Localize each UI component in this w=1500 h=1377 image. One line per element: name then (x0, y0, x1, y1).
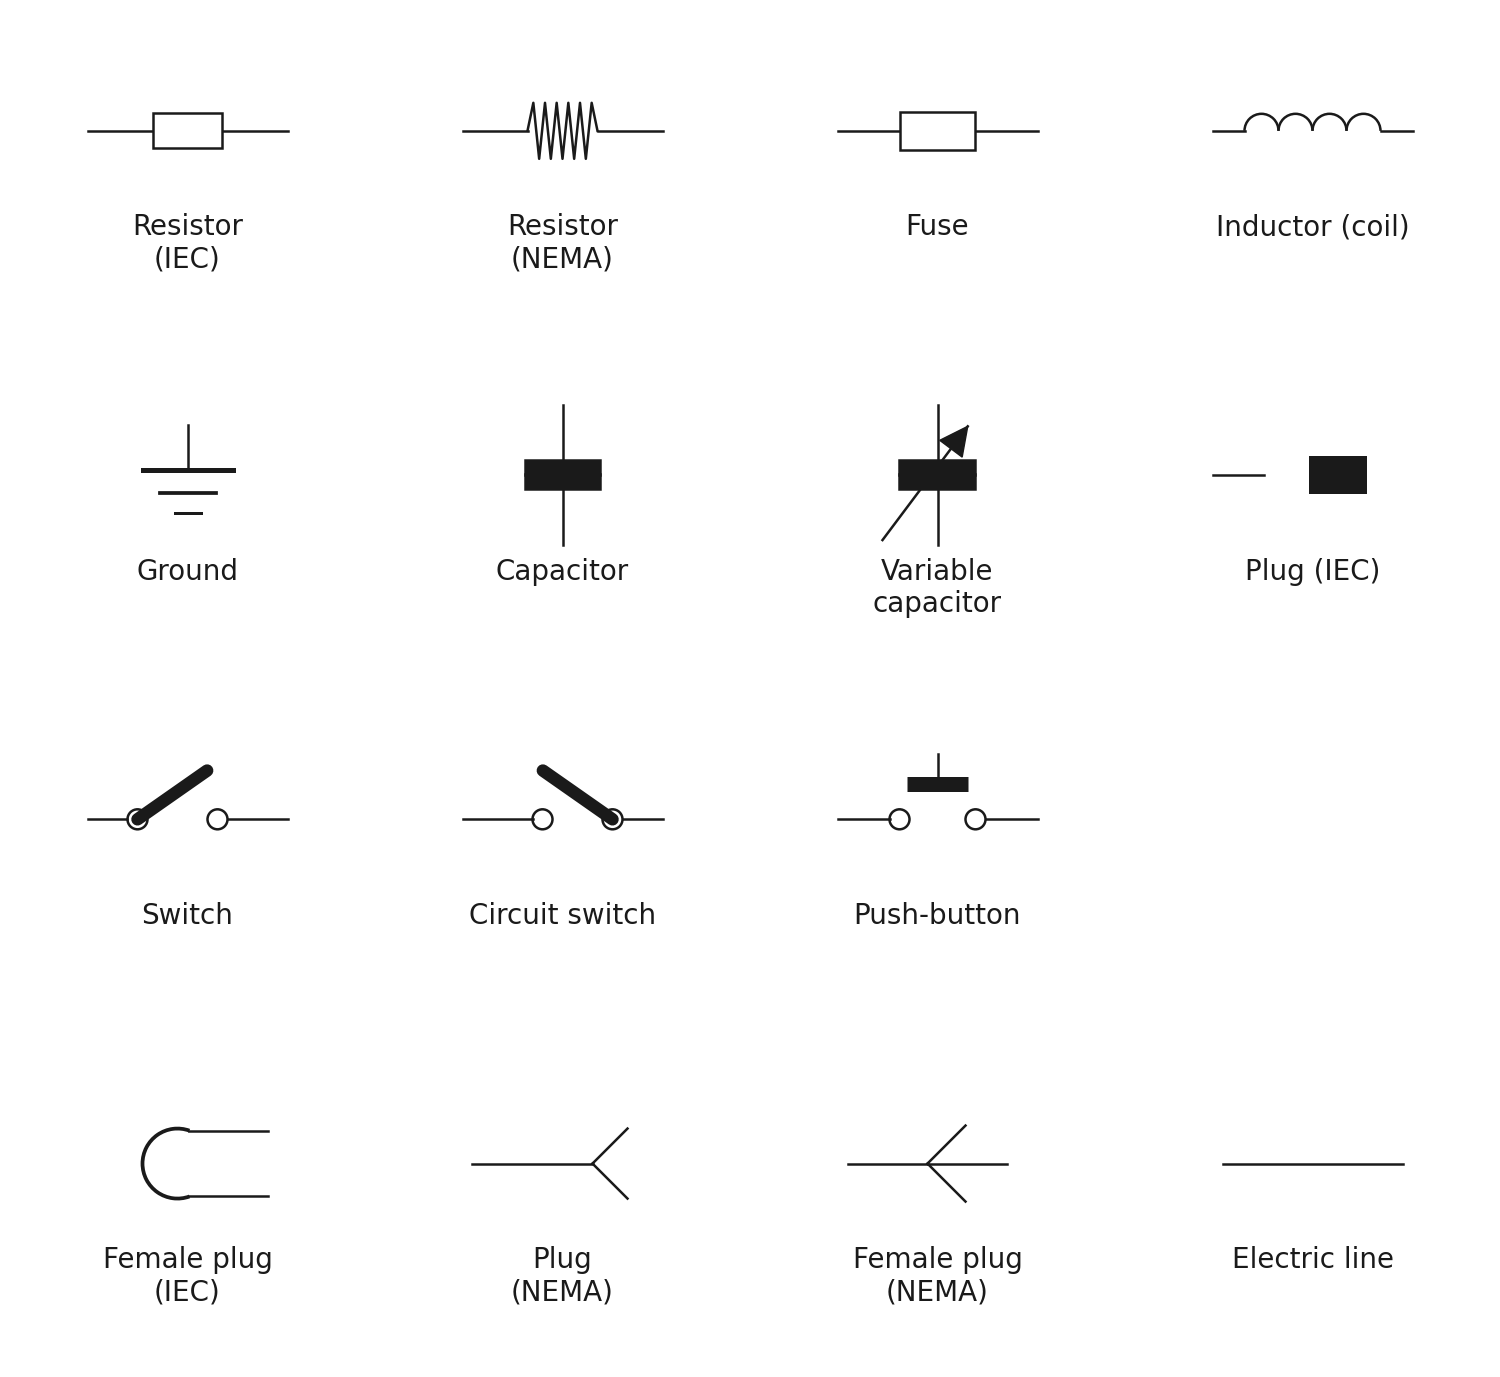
Text: Female plug
(IEC): Female plug (IEC) (102, 1246, 273, 1307)
Bar (900, 112, 975, 150)
Text: Push-button: Push-button (853, 902, 1022, 929)
Text: Variable
capacitor: Variable capacitor (873, 558, 1002, 618)
Text: Circuit switch: Circuit switch (470, 902, 656, 929)
Text: Inductor (coil): Inductor (coil) (1215, 213, 1410, 241)
Text: Switch: Switch (141, 902, 234, 929)
Text: Plug (IEC): Plug (IEC) (1245, 558, 1380, 585)
Bar (1308, 456, 1366, 494)
Polygon shape (940, 427, 968, 457)
Text: Capacitor: Capacitor (496, 558, 628, 585)
Text: Electric line: Electric line (1232, 1246, 1394, 1274)
Bar (153, 113, 222, 149)
Text: Resistor
(NEMA): Resistor (NEMA) (507, 213, 618, 274)
Text: Fuse: Fuse (906, 213, 969, 241)
Text: Female plug
(NEMA): Female plug (NEMA) (852, 1246, 1023, 1307)
Text: Ground: Ground (136, 558, 238, 585)
Text: Resistor
(IEC): Resistor (IEC) (132, 213, 243, 274)
Text: Plug
(NEMA): Plug (NEMA) (512, 1246, 614, 1307)
